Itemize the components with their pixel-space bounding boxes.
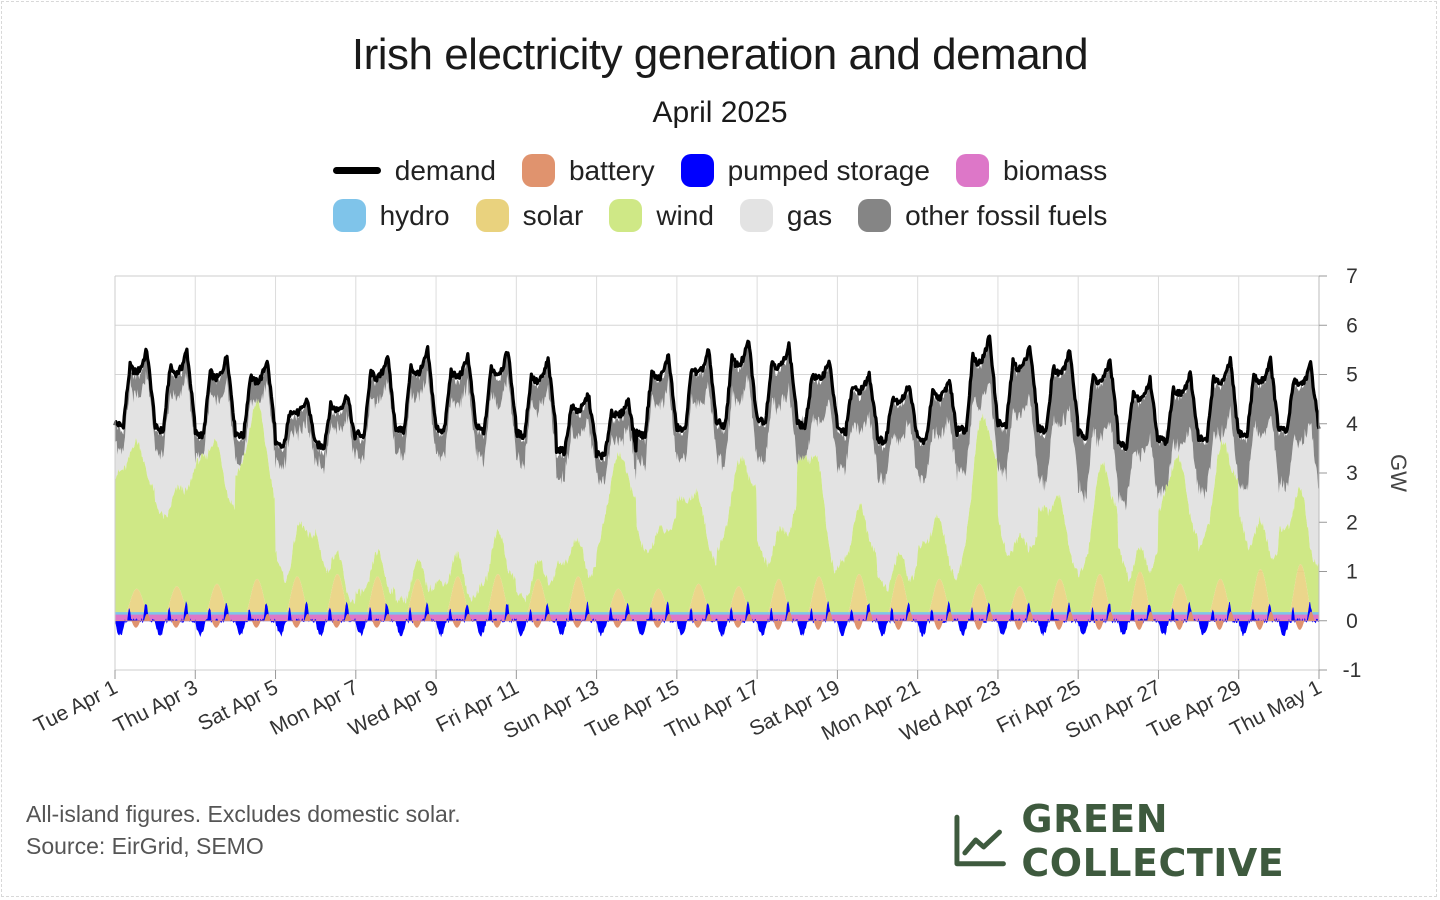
area-gas bbox=[115, 370, 1319, 605]
legend-item-pumped-storage[interactable]: pumped storage bbox=[680, 154, 930, 187]
legend-item-hydro[interactable]: hydro bbox=[332, 199, 450, 232]
y-tick-label: 0 bbox=[1346, 610, 1358, 633]
footnote-scope: All-island figures. Excludes domestic so… bbox=[26, 801, 461, 827]
legend-swatch-solar bbox=[475, 199, 509, 232]
x-tick-label: Thu May 1 bbox=[1226, 676, 1325, 742]
area-solar bbox=[115, 564, 1319, 614]
brand-name: GREEN COLLECTIVE bbox=[1021, 797, 1285, 885]
legend-label-solar: solar bbox=[522, 199, 584, 231]
legend-item-other-fossil[interactable]: other fossil fuels bbox=[858, 199, 1107, 232]
area-other-fossil bbox=[115, 340, 1319, 511]
y-tick-label: 5 bbox=[1346, 364, 1358, 387]
legend-item-demand[interactable]: demand bbox=[332, 154, 496, 187]
legend-label-hydro: hydro bbox=[379, 199, 450, 231]
legend-swatch-pumped-storage bbox=[680, 154, 714, 187]
y-tick-label: 6 bbox=[1346, 314, 1358, 337]
y-axis-title: GW bbox=[1386, 454, 1411, 492]
y-tick-label: 3 bbox=[1346, 462, 1358, 485]
legend-swatch-battery bbox=[521, 154, 555, 187]
legend-item-gas[interactable]: gas bbox=[739, 199, 833, 232]
legend-label-other-fossil: other fossil fuels bbox=[905, 199, 1108, 231]
legend-item-wind[interactable]: wind bbox=[609, 199, 714, 232]
legend-label-battery: battery bbox=[568, 154, 655, 186]
y-tick-label: 7 bbox=[1346, 265, 1358, 288]
demand-line-layer bbox=[113, 334, 1321, 461]
x-tick-label: Sat Apr 5 bbox=[194, 676, 281, 736]
chart-title: Irish electricity generation and demand bbox=[351, 30, 1089, 79]
legend-swatch-wind bbox=[609, 199, 643, 232]
chart-logo-icon bbox=[954, 814, 1006, 867]
legend-label-gas: gas bbox=[786, 199, 833, 231]
legend-label-demand: demand bbox=[394, 154, 496, 186]
legend-item-battery[interactable]: battery bbox=[521, 154, 655, 187]
footnote-source: Source: EirGrid, SEMO bbox=[26, 833, 264, 859]
legend-label-wind: wind bbox=[656, 199, 714, 231]
area-wind bbox=[115, 399, 1319, 614]
y-tick-label: 1 bbox=[1346, 561, 1358, 584]
legend-item-solar[interactable]: solar bbox=[475, 199, 584, 232]
legend-row-1: demand battery pumped storage biomass bbox=[0, 154, 1440, 187]
x-tick-label: Tue Apr 1 bbox=[30, 676, 121, 737]
legend-swatch-other-fossil bbox=[858, 199, 892, 232]
legend-row-2: hydro solar wind gas other fossil fuels bbox=[0, 199, 1440, 232]
chart-subtitle: April 2025 bbox=[652, 96, 788, 129]
legend-swatch-gas bbox=[739, 199, 773, 232]
legend-swatch-biomass bbox=[955, 154, 989, 187]
y-tick-label: -1 bbox=[1343, 659, 1362, 682]
y-tick-label: 4 bbox=[1346, 413, 1358, 436]
brand-logo: GREEN COLLECTIVE bbox=[952, 797, 1440, 885]
x-tick-label: Mon Apr 7 bbox=[266, 676, 362, 740]
legend-label-pumped-storage: pumped storage bbox=[727, 154, 930, 186]
legend-item-biomass[interactable]: biomass bbox=[955, 154, 1108, 187]
legend-swatch-demand bbox=[332, 167, 381, 174]
area-battery bbox=[115, 611, 1319, 630]
x-tick-label: Thu Apr 3 bbox=[110, 676, 202, 738]
legend-label-biomass: biomass bbox=[1002, 154, 1108, 186]
y-tick-label: 2 bbox=[1346, 511, 1358, 534]
legend-swatch-hydro bbox=[332, 199, 366, 232]
x-tick-label: Wed Apr 9 bbox=[345, 676, 442, 741]
demand-line bbox=[113, 334, 1321, 461]
stacked-areas bbox=[114, 340, 1320, 638]
